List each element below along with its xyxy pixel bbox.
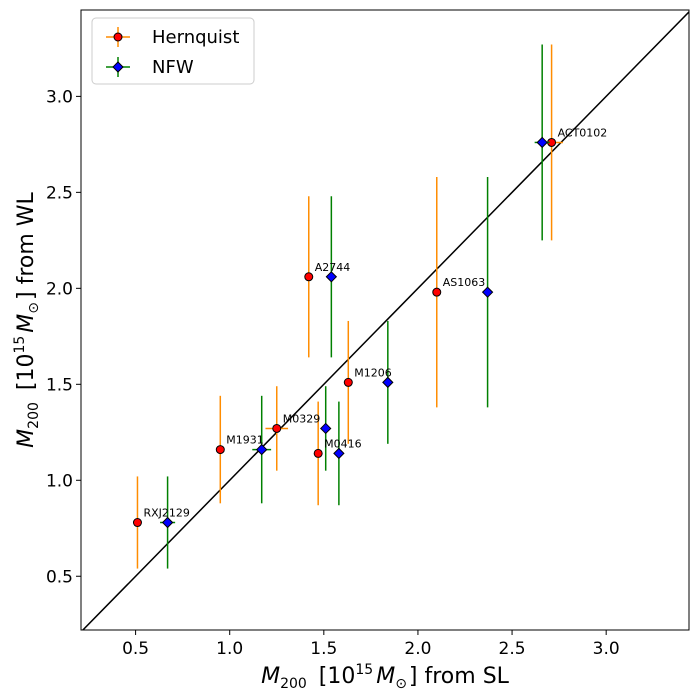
nfw-point-m1206: [382, 376, 394, 389]
x-tick-label: 1.5: [310, 639, 337, 659]
x-tick-label: 0.5: [122, 639, 149, 659]
x-tick-label: 3.0: [593, 639, 620, 659]
cluster-label-m1206: M1206: [354, 366, 392, 379]
y-tick-label: 0.5: [46, 567, 73, 587]
x-axis-title: M200 [1015 M⊙] from SL: [261, 662, 510, 692]
y-tick-label: 3.0: [46, 87, 73, 107]
hernquist-point-m1206: [343, 377, 353, 387]
y-axis-title: M200[1015M⊙] from WL: [12, 191, 42, 447]
y-tick-label: 1.5: [46, 375, 73, 395]
legend: Hernquist NFW: [91, 17, 255, 85]
y-axis: 0.5 1.0 1.5 2.0 2.5 3.0: [46, 87, 81, 587]
legend-nfw-label: NFW: [152, 57, 194, 78]
cluster-label-m0416: M0416: [324, 437, 362, 450]
legend-item-hernquist: Hernquist: [106, 27, 239, 48]
series-nfw: [160, 44, 550, 569]
nfw-point-as1063: [481, 286, 494, 298]
plot-frame: [80, 9, 690, 631]
hernquist-point-as1063: [432, 287, 442, 297]
hernquist-point-m1931: [215, 445, 225, 455]
one-to-one-line: [81, 11, 689, 630]
hernquist-point-m0329: [272, 423, 282, 433]
nfw-point-rxj2129: [161, 516, 174, 529]
nfw-point-a2744: [325, 271, 338, 283]
hernquist-point-a2744: [304, 272, 314, 282]
cluster-label-a2744: A2744: [315, 261, 351, 274]
legend-box: [91, 17, 255, 85]
hernquist-point-rxj2129: [132, 518, 142, 528]
nfw-point-m0416: [333, 447, 345, 460]
legend-nfw-marker: [112, 61, 124, 73]
cluster-label-act0102: ACT0102: [558, 126, 608, 139]
y-tick-label: 2.5: [46, 183, 73, 203]
x-tick-label: 1.0: [216, 639, 243, 659]
nfw-point-m0329: [319, 422, 332, 435]
x-axis: 0.5 1.0 1.5 2.0 2.5 3.0: [122, 630, 620, 659]
cluster-label-m1931: M1931: [226, 434, 264, 447]
cluster-label-as1063: AS1063: [443, 276, 486, 289]
legend-item-nfw: NFW: [106, 57, 194, 78]
x-tick-label: 2.5: [499, 639, 526, 659]
cluster-label-m0329: M0329: [283, 412, 321, 425]
y-tick-label: 1.0: [46, 471, 73, 491]
legend-hernquist-label: Hernquist: [152, 27, 239, 48]
nfw-point-act0102: [536, 136, 548, 149]
hernquist-point-m0416: [313, 448, 323, 458]
x-tick-label: 2.0: [404, 639, 431, 659]
series-hernquist: [132, 44, 563, 569]
y-tick-label: 2.0: [46, 279, 73, 299]
legend-hernquist-marker: [113, 32, 123, 42]
cluster-label-rxj2129: RXJ2129: [143, 507, 189, 520]
nfw-point-m1931: [255, 443, 268, 456]
